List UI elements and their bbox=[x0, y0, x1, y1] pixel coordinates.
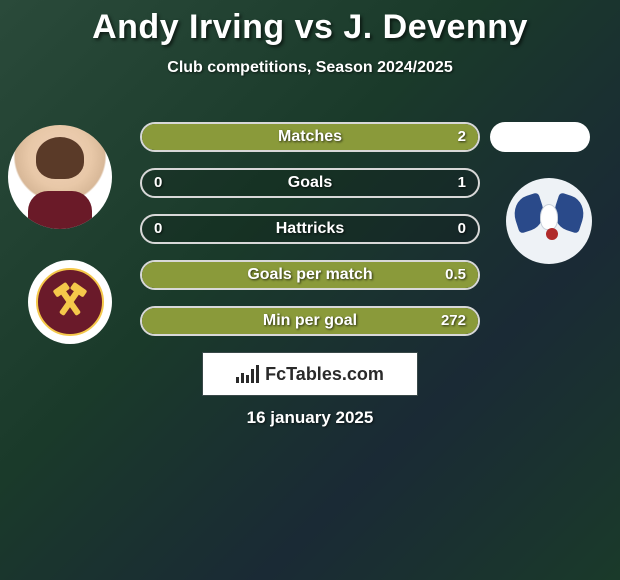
stat-row: 0Hattricks0 bbox=[140, 214, 480, 244]
stat-label: Goals per match bbox=[142, 262, 478, 288]
stat-value-right: 272 bbox=[441, 308, 466, 334]
player1-photo bbox=[8, 125, 112, 229]
stat-value-right: 0.5 bbox=[445, 262, 466, 288]
page-subtitle: Club competitions, Season 2024/2025 bbox=[0, 59, 620, 77]
stat-label: Goals bbox=[142, 170, 478, 196]
barchart-icon bbox=[236, 365, 259, 383]
hammers-icon bbox=[53, 285, 87, 319]
infographic-date: 16 january 2025 bbox=[0, 408, 620, 428]
player2-photo-placeholder bbox=[490, 122, 590, 152]
stat-label: Matches bbox=[142, 124, 478, 150]
stat-label: Hattricks bbox=[142, 216, 478, 242]
stats-container: Matches20Goals10Hattricks0Goals per matc… bbox=[140, 122, 480, 352]
stat-row: Goals per match0.5 bbox=[140, 260, 480, 290]
brand-badge: FcTables.com bbox=[202, 352, 418, 396]
stat-value-right: 1 bbox=[458, 170, 466, 196]
stat-row: Matches2 bbox=[140, 122, 480, 152]
stat-label: Min per goal bbox=[142, 308, 478, 334]
player1-club-crest bbox=[28, 260, 112, 344]
page-title: Andy Irving vs J. Devenny bbox=[0, 0, 620, 47]
player2-club-crest bbox=[506, 178, 592, 264]
stat-value-right: 0 bbox=[458, 216, 466, 242]
stat-value-right: 2 bbox=[458, 124, 466, 150]
stat-row: 0Goals1 bbox=[140, 168, 480, 198]
stat-row: Min per goal272 bbox=[140, 306, 480, 336]
brand-text: FcTables.com bbox=[265, 364, 384, 385]
eagle-icon bbox=[516, 196, 582, 238]
